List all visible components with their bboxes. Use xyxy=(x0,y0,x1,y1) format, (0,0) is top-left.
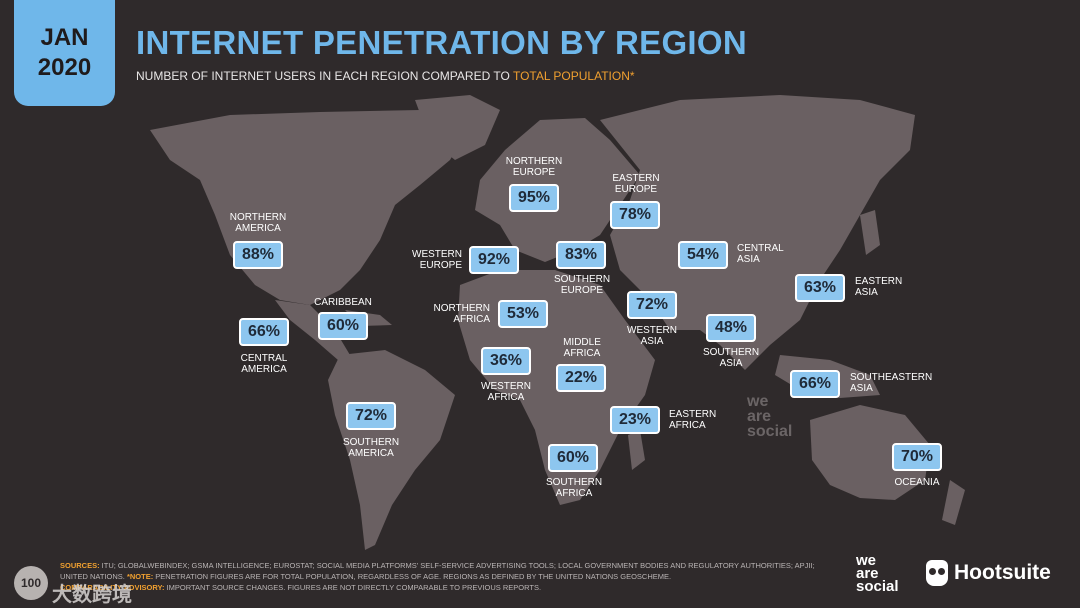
central-america-shape xyxy=(275,300,350,360)
region-value-eastern-asia: 63% xyxy=(795,274,845,302)
region-value-eastern-europe: 78% xyxy=(610,201,660,229)
page-title: INTERNET PENETRATION BY REGION xyxy=(136,24,747,61)
subtitle-highlight: TOTAL POPULATION* xyxy=(512,69,635,83)
region-label-northern-africa: NORTHERN AFRICA xyxy=(433,303,490,325)
subtitle-main: NUMBER OF INTERNET USERS IN EACH REGION … xyxy=(136,69,513,83)
australia-shape xyxy=(810,405,930,500)
region-label-southern-asia: SOUTHERN ASIA xyxy=(702,347,760,369)
region-label-central-asia: CENTRAL ASIA xyxy=(737,243,784,265)
hootsuite-logo: Hootsuite xyxy=(926,560,1051,586)
asia-shape xyxy=(600,95,915,370)
date-badge: JAN 2020 xyxy=(14,0,115,106)
date-month: JAN xyxy=(40,24,89,51)
region-value-western-africa: 36% xyxy=(481,347,531,375)
region-label-middle-africa: MIDDLE AFRICA xyxy=(563,337,601,359)
we-are-social-logo: we are social xyxy=(856,552,899,595)
region-value-southern-america: 72% xyxy=(346,402,396,430)
sources-text: ITU; GLOBALWEBINDEX; GSMA INTELLIGENCE; … xyxy=(60,561,815,581)
page-subtitle: NUMBER OF INTERNET USERS IN EACH REGION … xyxy=(136,69,635,83)
madagascar-shape xyxy=(628,430,645,470)
note-label: *NOTE: xyxy=(124,572,154,581)
region-label-eastern-europe: EASTERN EUROPE xyxy=(612,173,660,195)
greenland-shape xyxy=(415,95,500,160)
region-value-western-europe: 92% xyxy=(469,246,519,274)
region-label-caribbean: CARIBBEAN xyxy=(314,297,372,308)
note-text: PENETRATION FIGURES ARE FOR TOTAL POPULA… xyxy=(153,572,672,581)
region-value-northern-america: 88% xyxy=(233,241,283,269)
region-label-eastern-asia: EASTERN ASIA xyxy=(855,276,903,298)
north-america-shape xyxy=(150,110,470,305)
region-value-southeastern-asia: 66% xyxy=(790,370,840,398)
region-label-western-asia: WESTERN ASIA xyxy=(627,325,677,347)
region-value-western-asia: 72% xyxy=(627,291,677,319)
region-label-southeastern-asia: SOUTHEASTERN ASIA xyxy=(850,372,933,394)
watermark-text: 大数跨境 xyxy=(52,584,132,606)
region-value-central-america: 66% xyxy=(239,318,289,346)
south-america-shape xyxy=(328,350,455,550)
watermark-circle: 100 xyxy=(14,566,48,600)
region-label-western-africa: WESTERN AFRICA xyxy=(481,381,531,403)
region-value-central-asia: 54% xyxy=(678,241,728,269)
hootsuite-wordmark: Hootsuite xyxy=(954,561,1051,584)
map-watermark-logo: we are social xyxy=(747,393,793,440)
region-label-northern-america: NORTHERN AMERICA xyxy=(229,212,287,234)
region-label-oceania: OCEANIA xyxy=(894,477,940,488)
region-label-western-europe: WESTERN EUROPE xyxy=(412,249,462,271)
region-value-northern-africa: 53% xyxy=(498,300,548,328)
region-label-southern-europe: SOUTHERN EUROPE xyxy=(553,274,611,296)
region-label-eastern-africa: EASTERN AFRICA xyxy=(669,409,717,431)
region-label-southern-america: SOUTHERN AMERICA xyxy=(342,437,400,459)
date-year: 2020 xyxy=(37,54,92,81)
region-value-southern-europe: 83% xyxy=(556,241,606,269)
region-value-southern-africa: 60% xyxy=(548,444,598,472)
sources-label: SOURCES: xyxy=(60,561,100,570)
new-zealand-shape xyxy=(942,480,965,525)
region-label-southern-africa: SOUTHERN AFRICA xyxy=(545,477,603,499)
region-value-middle-africa: 22% xyxy=(556,364,606,392)
region-value-southern-asia: 48% xyxy=(706,314,756,342)
region-label-central-america: CENTRAL AMERICA xyxy=(240,353,288,375)
region-value-caribbean: 60% xyxy=(318,312,368,340)
region-value-oceania: 70% xyxy=(892,443,942,471)
advisory-label: COMPARABILITY ADVISORY: xyxy=(60,583,165,592)
japan-shape xyxy=(860,210,880,255)
advisory-text: IMPORTANT SOURCE CHANGES. FIGURES ARE NO… xyxy=(164,583,542,592)
region-value-northern-europe: 95% xyxy=(509,184,559,212)
owl-icon xyxy=(926,560,948,586)
footer-sources: SOURCES: ITU; GLOBALWEBINDEX; GSMA INTEL… xyxy=(60,560,820,593)
region-label-northern-europe: NORTHERN EUROPE xyxy=(505,156,563,178)
region-value-eastern-africa: 23% xyxy=(610,406,660,434)
